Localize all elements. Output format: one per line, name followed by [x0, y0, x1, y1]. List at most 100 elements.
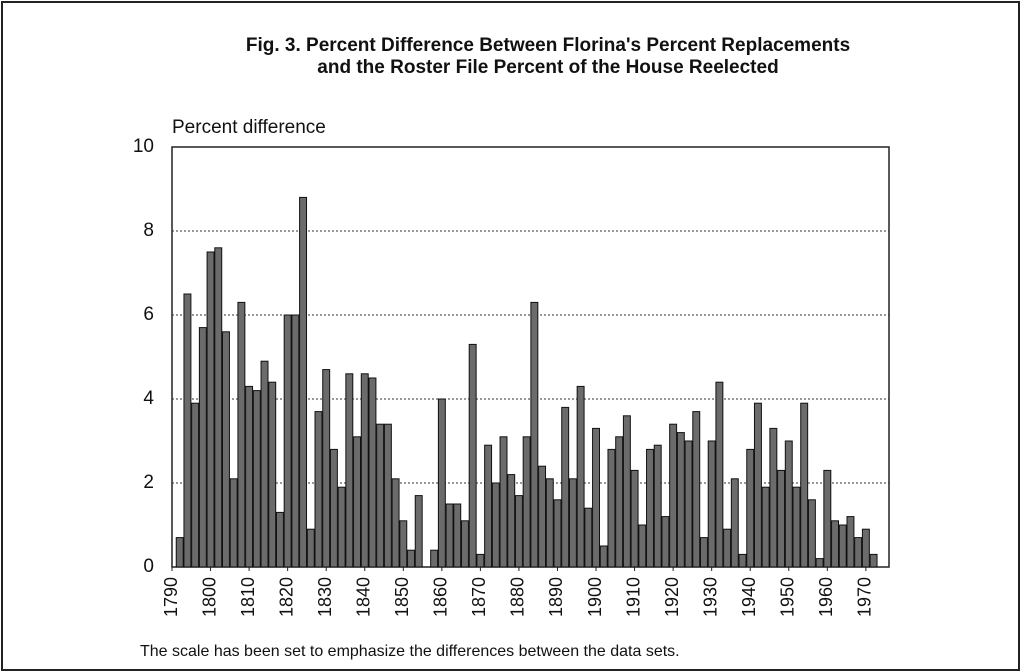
bar	[175, 537, 184, 568]
bar	[854, 537, 863, 568]
bar	[792, 486, 801, 568]
bar	[507, 474, 516, 568]
x-tick-label: 1860	[431, 577, 451, 617]
bar	[514, 495, 523, 568]
bar	[753, 402, 762, 568]
bar	[815, 558, 824, 568]
bar	[260, 360, 269, 568]
bar	[738, 553, 747, 568]
bar	[268, 381, 277, 568]
bar	[275, 511, 284, 568]
bar	[306, 528, 315, 568]
x-tick-label: 1850	[392, 577, 412, 617]
y-tick-label: 0	[143, 556, 154, 577]
bar	[715, 381, 724, 568]
bar	[846, 516, 855, 568]
bar	[661, 516, 670, 568]
bar	[414, 495, 423, 568]
bar	[561, 406, 570, 568]
bar	[807, 499, 816, 568]
bar	[784, 440, 793, 568]
bar	[684, 440, 693, 568]
bar	[399, 520, 408, 568]
bar	[761, 486, 770, 568]
bar	[445, 503, 454, 568]
bar	[376, 423, 385, 568]
bar	[383, 423, 392, 568]
bar	[622, 415, 631, 568]
x-tick-label: 1870	[469, 577, 489, 617]
chart-title: Fig. 3. Percent Difference Between Flori…	[246, 35, 850, 56]
bar	[368, 377, 377, 568]
bar	[638, 524, 647, 568]
y-tick-label: 2	[143, 472, 154, 493]
bar	[191, 402, 200, 568]
x-tick-label: 1840	[353, 577, 373, 617]
bar	[245, 385, 254, 568]
bar	[607, 448, 616, 568]
bar	[460, 520, 469, 568]
bar	[522, 436, 531, 568]
bar	[183, 293, 192, 568]
bar	[869, 553, 878, 568]
bar	[329, 448, 338, 568]
y-tick-label: 6	[143, 304, 154, 325]
bar	[484, 444, 493, 568]
bar	[499, 436, 508, 568]
x-tick-label: 1930	[700, 577, 720, 617]
y-tick-label: 4	[143, 388, 154, 409]
bar	[407, 549, 415, 568]
bar	[769, 427, 778, 568]
x-tick-label: 1910	[623, 577, 643, 617]
bar	[322, 369, 331, 568]
bar	[345, 373, 354, 568]
bar	[545, 478, 554, 568]
bar	[699, 537, 708, 568]
bar	[252, 390, 261, 568]
x-tick-label: 1820	[276, 577, 296, 617]
bar	[283, 314, 292, 568]
note: The scale has been set to emphasize the …	[140, 643, 680, 660]
bar	[206, 251, 215, 568]
bar	[468, 343, 477, 568]
x-tick-label: 1900	[585, 577, 605, 617]
bar	[831, 520, 840, 568]
bar	[314, 411, 323, 568]
bar	[299, 196, 308, 568]
bar	[237, 301, 246, 568]
x-tick-label: 1940	[739, 577, 759, 617]
chart-subtitle: and the Roster File Percent of the House…	[317, 57, 778, 78]
x-tick-label: 1890	[546, 577, 566, 617]
bar	[337, 486, 346, 568]
x-tick-label: 1960	[816, 577, 836, 617]
bar	[723, 528, 732, 568]
bar	[615, 436, 624, 568]
bar	[214, 247, 223, 568]
bar	[692, 411, 701, 568]
x-tick-label: 1950	[778, 577, 798, 617]
y-tick-label: 8	[143, 220, 154, 241]
bar	[599, 545, 608, 568]
bar	[430, 549, 439, 568]
bar	[707, 440, 716, 568]
x-tick-label: 1830	[315, 577, 335, 617]
bar	[360, 373, 369, 568]
bar	[584, 507, 593, 568]
bar	[800, 402, 809, 568]
x-tick-label: 1800	[199, 577, 219, 617]
bar	[229, 478, 238, 568]
bar	[861, 528, 870, 568]
bar	[530, 301, 539, 568]
x-tick-label: 1970	[855, 577, 875, 617]
bar	[653, 444, 662, 568]
bar	[576, 385, 585, 568]
bar	[746, 448, 755, 568]
y-axis-label: Percent difference	[172, 117, 326, 138]
x-tick-label: 1790	[161, 577, 181, 617]
bar	[646, 448, 654, 568]
bar	[777, 469, 786, 568]
bar	[353, 436, 362, 568]
bar	[491, 482, 500, 568]
